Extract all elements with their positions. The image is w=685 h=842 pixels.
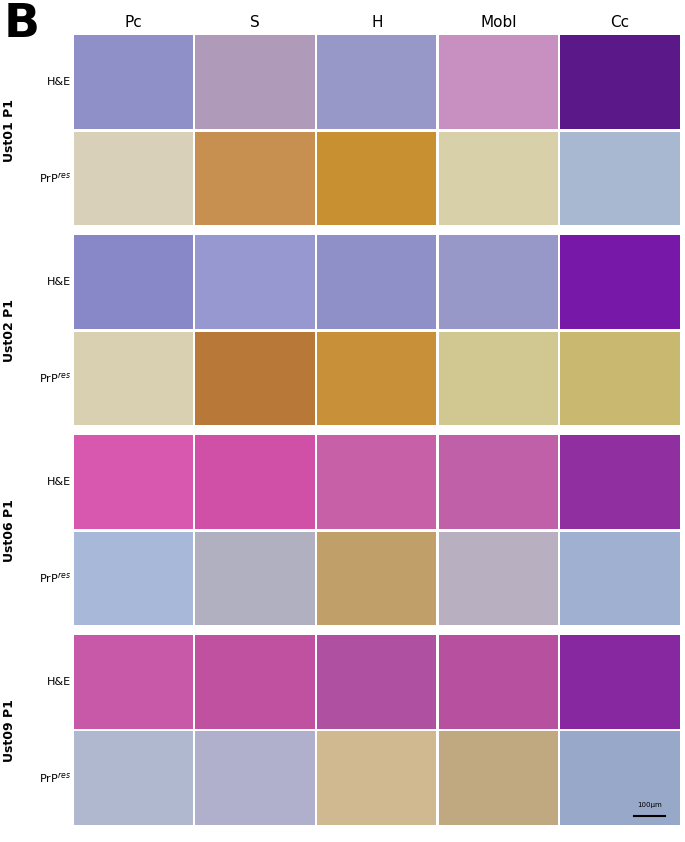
Text: H&E: H&E xyxy=(47,277,71,287)
Text: PrP$^{res}$: PrP$^{res}$ xyxy=(39,572,71,585)
Text: Ust01 P1: Ust01 P1 xyxy=(3,99,16,162)
Text: PrP$^{res}$: PrP$^{res}$ xyxy=(39,172,71,185)
Text: 100μm: 100μm xyxy=(637,802,662,808)
Text: H: H xyxy=(371,15,382,30)
Text: B: B xyxy=(3,2,40,46)
Text: PrP$^{res}$: PrP$^{res}$ xyxy=(39,371,71,385)
Text: Ust06 P1: Ust06 P1 xyxy=(3,498,16,562)
Text: Ust09 P1: Ust09 P1 xyxy=(3,699,16,762)
Text: H&E: H&E xyxy=(47,477,71,488)
Text: S: S xyxy=(250,15,260,30)
Text: Mobl: Mobl xyxy=(480,15,516,30)
Text: H&E: H&E xyxy=(47,677,71,687)
Text: PrP$^{res}$: PrP$^{res}$ xyxy=(39,771,71,785)
Text: Cc: Cc xyxy=(610,15,630,30)
Text: Pc: Pc xyxy=(125,15,142,30)
Text: H&E: H&E xyxy=(47,77,71,88)
Text: Ust02 P1: Ust02 P1 xyxy=(3,299,16,362)
